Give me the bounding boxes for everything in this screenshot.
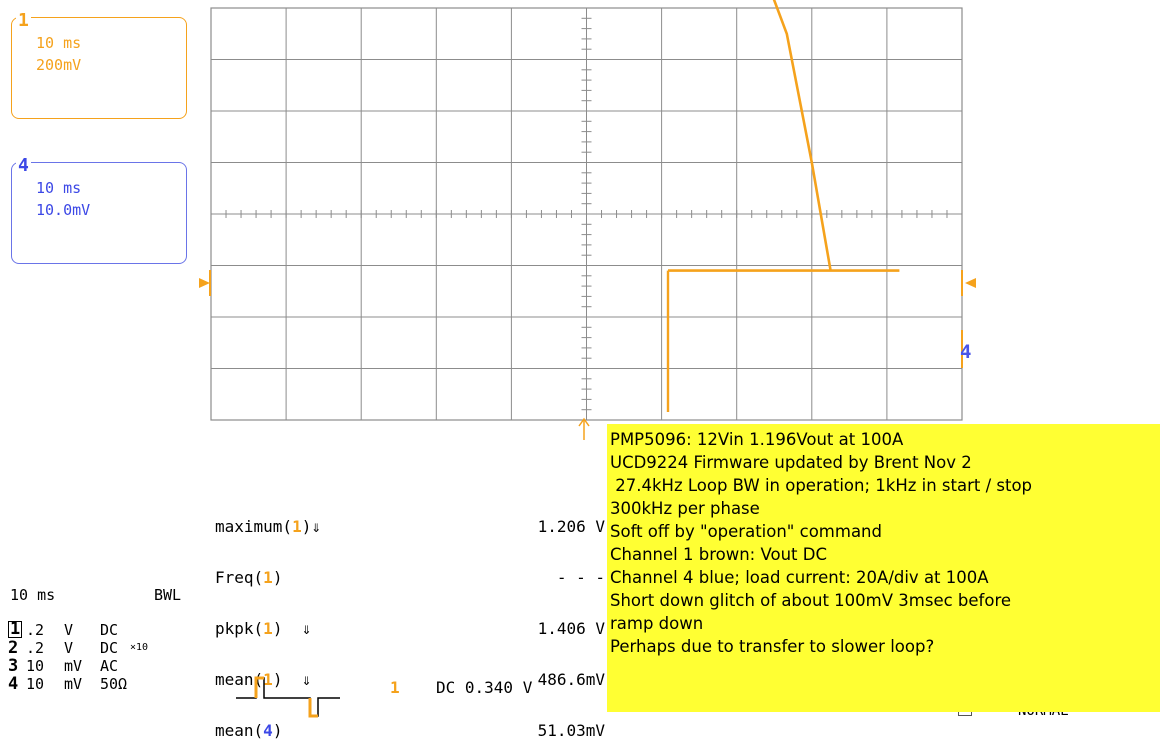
measurement-label-0[interactable]: maximum(1)⇓: [215, 517, 321, 536]
measurement-value-3: 486.6mV: [537, 670, 605, 689]
trigger-level-marker-left[interactable]: [199, 278, 210, 288]
channel-1-number: 1: [16, 10, 31, 32]
channel-setting-row-3[interactable]: 3 10 mV AC: [8, 656, 119, 676]
graticule: [210, 7, 963, 421]
traces: [666, 0, 900, 412]
ch4-ground-marker[interactable]: 4: [960, 341, 971, 363]
channel-1-timebase: 10 ms: [36, 34, 82, 52]
timebase-readout[interactable]: 10 ms: [10, 586, 56, 604]
measurement-value-1: - - -: [556, 568, 605, 587]
channel-setting-row-4[interactable]: 4 10 mV 50Ω: [8, 674, 128, 694]
trigger-level-marker-right[interactable]: [965, 278, 976, 288]
trigger-level-readout[interactable]: DC 0.340 V: [436, 678, 533, 697]
note-line-3: 300kHz per phase: [610, 499, 760, 518]
channel-1-scale: 200mV: [36, 56, 82, 74]
trigger-position-arrow[interactable]: [578, 417, 590, 440]
channel-setting-row-1[interactable]: 1 .2 V DC: [8, 619, 119, 639]
measurement-value-2: 1.406 V: [537, 619, 605, 638]
measurement-value-0: 1.206 V: [537, 517, 605, 536]
channel-4-number: 4: [16, 155, 31, 177]
channel-4-box[interactable]: 4 10 ms 10.0mV: [11, 155, 187, 264]
note-line-0: PMP5096: 12Vin 1.196Vout at 100A: [610, 430, 904, 449]
bwl-indicator[interactable]: BWL: [154, 586, 182, 604]
note-line-4: Soft off by "operation" command: [610, 522, 882, 541]
annotation-note[interactable]: PMP5096: 12Vin 1.196Vout at 100A UCD9224…: [607, 424, 1160, 712]
note-line-2: 27.4kHz Loop BW in operation; 1kHz in st…: [610, 476, 1033, 495]
channel-setting-row-2[interactable]: 2 .2 V DC ×10: [8, 638, 149, 658]
note-line-7: Short down glitch of about 100mV 3msec b…: [610, 591, 1012, 610]
note-line-6: Channel 4 blue; load current: 20A/div at…: [610, 568, 989, 587]
measurement-label-4[interactable]: mean(4): [215, 721, 283, 740]
scope-display: 4: [199, 0, 976, 440]
trigger-edge-icon[interactable]: [236, 672, 356, 719]
note-line-8: ramp down: [610, 614, 704, 633]
measurement-label-3[interactable]: mean(1) ⇓: [215, 670, 312, 689]
measurement-value-4: 51.03mV: [537, 721, 605, 740]
channel-4-scale: 10.0mV: [36, 201, 91, 219]
channel-4-timebase: 10 ms: [36, 179, 82, 197]
measurement-values: 1.206 V - - - 1.406 V 486.6mV 51.03mV: [485, 484, 605, 756]
note-line-5: Channel 1 brown: Vout DC: [610, 545, 827, 564]
measurement-label-2[interactable]: pkpk(1) ⇓: [215, 619, 312, 638]
measurement-label-1[interactable]: Freq(1): [215, 568, 283, 587]
note-line-9: Perhaps due to transfer to slower loop?: [610, 637, 935, 656]
channel-1-box[interactable]: 1 10 ms 200mV: [11, 10, 187, 119]
channel-settings-table: 1 .2 V DC 2 .2 V DC ×10 3 10 mV AC 4 10 …: [8, 621, 208, 693]
note-line-1: UCD9224 Firmware updated by Brent Nov 2: [610, 453, 972, 472]
trigger-channel[interactable]: 1: [390, 678, 400, 697]
channel-1-trace: [668, 0, 900, 272]
